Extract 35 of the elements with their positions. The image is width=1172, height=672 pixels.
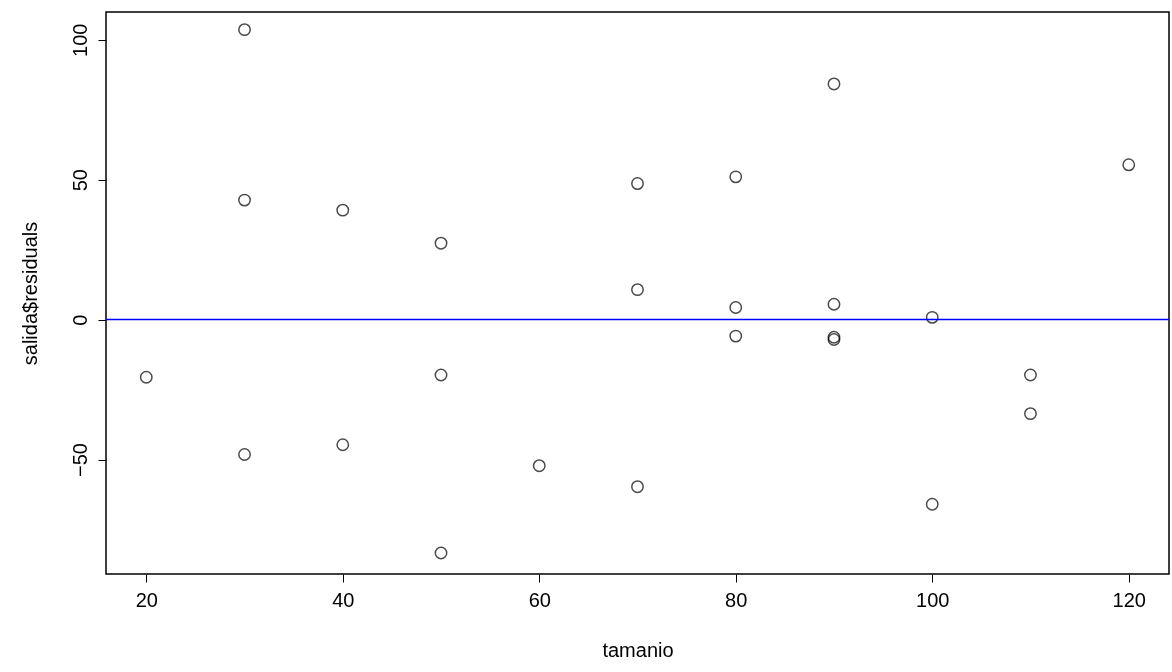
x-tick-label: 80 (725, 588, 748, 611)
point (434, 368, 448, 382)
y-tick-label: 100 (68, 23, 91, 57)
point (729, 170, 743, 184)
point (827, 297, 841, 311)
x-tick-label: 60 (528, 588, 551, 611)
y-tick-label: −50 (68, 443, 91, 477)
x-tick-label: 120 (1112, 588, 1146, 611)
point (1122, 158, 1136, 172)
point (1024, 368, 1037, 382)
y-tick-label: 0 (68, 314, 91, 326)
x-tick-label: 100 (916, 588, 950, 611)
x-tick-label: 40 (332, 588, 355, 611)
point (1024, 407, 1037, 421)
x-tick-label: 20 (135, 588, 158, 611)
point (434, 236, 448, 250)
point (434, 546, 448, 560)
point (827, 77, 841, 91)
y-tick-label: 50 (68, 169, 91, 192)
point (336, 203, 350, 217)
point (729, 329, 743, 343)
point (631, 177, 644, 191)
point (238, 23, 251, 37)
point (925, 497, 939, 511)
point (925, 310, 939, 324)
x-axis-title: tamanio (602, 638, 674, 661)
point (238, 448, 251, 461)
point (729, 301, 743, 314)
point (139, 370, 153, 384)
y-axis-title: salida$residuals (18, 221, 41, 366)
point (238, 193, 251, 207)
point (336, 438, 350, 452)
point (631, 283, 644, 297)
point (532, 459, 546, 473)
point (631, 480, 644, 494)
